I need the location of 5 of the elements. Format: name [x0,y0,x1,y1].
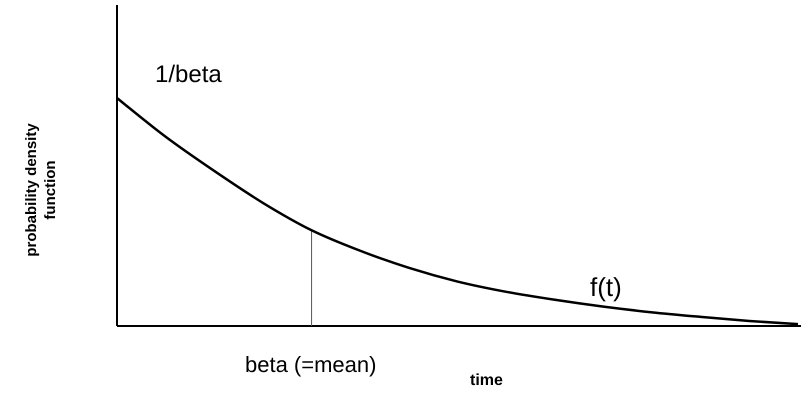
y-axis-title: probability density function [23,122,59,257]
annotation: f(t) [590,272,622,302]
x-axis-title: time [470,372,503,389]
text: 1/beta [155,61,222,88]
text: beta (=mean) [245,352,376,377]
